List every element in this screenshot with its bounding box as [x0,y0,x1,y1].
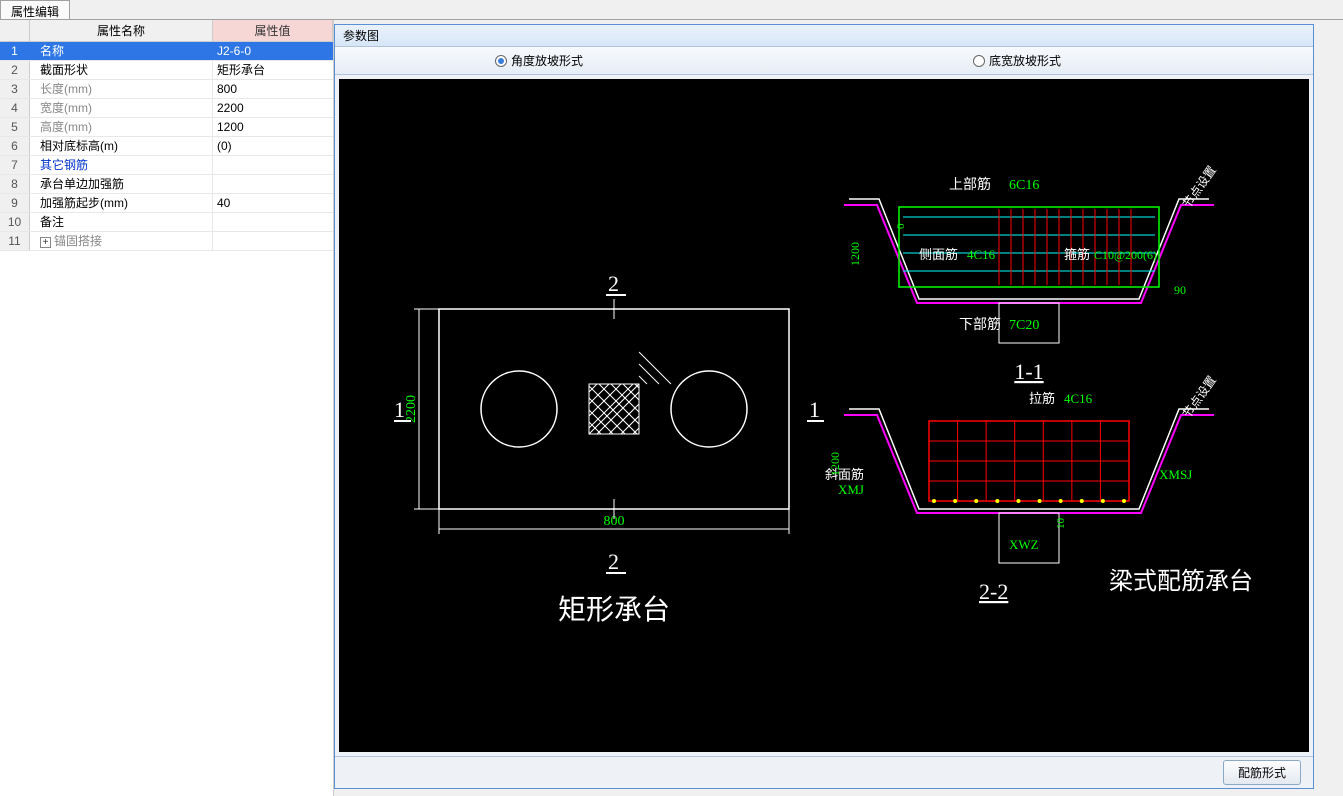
property-name: 长度(mm) [30,80,213,98]
property-rownum: 4 [0,99,30,117]
svg-text:XMSJ: XMSJ [1159,467,1192,482]
property-header-name: 属性名称 [30,20,213,41]
svg-text:0: 0 [895,223,907,229]
svg-text:2200: 2200 [404,395,419,423]
tab-property-edit[interactable]: 属性编辑 [0,0,70,19]
svg-text:4C16: 4C16 [967,247,996,262]
svg-text:4C16: 4C16 [1064,391,1093,406]
property-row[interactable]: 1名称J2-6-0 [0,42,333,61]
svg-text:下部筋: 下部筋 [959,316,1001,333]
rebar-form-button[interactable]: 配筋形式 [1223,760,1301,785]
property-rownum: 6 [0,137,30,155]
svg-text:矩形承台: 矩形承台 [558,594,670,626]
property-value[interactable] [213,175,333,193]
svg-text:箍筋: 箍筋 [1064,247,1090,262]
svg-text:C10@200(6): C10@200(6) [1094,248,1157,262]
svg-text:2: 2 [608,549,619,574]
property-header: 属性名称 属性值 [0,20,333,42]
property-rownum: 11 [0,232,30,250]
radio-angle-slope[interactable]: 角度放坡形式 [495,52,583,69]
property-rownum: 8 [0,175,30,193]
radio-label: 底宽放坡形式 [989,52,1061,69]
property-row[interactable]: 5高度(mm)1200 [0,118,333,137]
property-value[interactable]: 1200 [213,118,333,136]
svg-text:2-2: 2-2 [979,579,1008,604]
property-value[interactable] [213,232,333,250]
property-row[interactable]: 8承台单边加强筋 [0,175,333,194]
property-name: 名称 [30,42,213,60]
svg-text:1200: 1200 [828,452,842,476]
property-rownum: 5 [0,118,30,136]
radio-label: 角度放坡形式 [511,52,583,69]
property-name: +锚固搭接 [30,232,213,250]
property-row[interactable]: 11+锚固搭接 [0,232,333,251]
property-name: 截面形状 [30,61,213,79]
property-row[interactable]: 6相对底标高(m)(0) [0,137,333,156]
radio-bar: 角度放坡形式 底宽放坡形式 [335,47,1313,75]
property-row[interactable]: 2截面形状矩形承台 [0,61,333,80]
svg-text:1: 1 [394,397,405,422]
property-value[interactable]: 2200 [213,99,333,117]
svg-text:拉筋: 拉筋 [1029,391,1055,406]
property-value[interactable]: (0) [213,137,333,155]
property-rownum: 7 [0,156,30,174]
property-rownum: 1 [0,42,30,60]
svg-text:1200: 1200 [848,242,862,266]
svg-text:90: 90 [1174,283,1186,297]
property-name: 备注 [30,213,213,231]
diagram-canvas: 80022001122矩形承台上部筋6C16侧面筋4C16箍筋C10@200(6… [339,79,1309,752]
property-value[interactable]: J2-6-0 [213,42,333,60]
property-name: 承台单边加强筋 [30,175,213,193]
diagram-window: 参数图 角度放坡形式 底宽放坡形式 80022001122矩形承台上部筋6C16… [334,24,1314,789]
property-rownum: 9 [0,194,30,212]
property-value[interactable]: 800 [213,80,333,98]
property-value[interactable]: 矩形承台 [213,61,333,79]
expand-icon[interactable]: + [40,237,51,248]
property-row[interactable]: 4宽度(mm)2200 [0,99,333,118]
svg-text:上部筋: 上部筋 [949,176,991,193]
property-row[interactable]: 3长度(mm)800 [0,80,333,99]
property-value[interactable] [213,213,333,231]
radio-dot-icon [495,55,507,67]
property-value[interactable] [213,156,333,174]
radio-dot-icon [973,55,985,67]
svg-text:节点设置: 节点设置 [1180,373,1219,420]
property-row[interactable]: 10备注 [0,213,333,232]
property-name: 宽度(mm) [30,99,213,117]
svg-text:梁式配筋承台: 梁式配筋承台 [1109,568,1253,595]
property-panel: 属性名称 属性值 1名称J2-6-02截面形状矩形承台3长度(mm)8004宽度… [0,20,334,796]
property-row[interactable]: 9加强筋起步(mm)40 [0,194,333,213]
property-name: 高度(mm) [30,118,213,136]
diagram-title: 参数图 [335,25,1313,47]
svg-text:2: 2 [608,271,619,296]
property-value[interactable]: 40 [213,194,333,212]
svg-text:侧面筋: 侧面筋 [919,247,958,262]
property-name: 相对底标高(m) [30,137,213,155]
property-row[interactable]: 7其它钢筋 [0,156,333,175]
svg-text:XMJ: XMJ [838,482,864,497]
property-rownum: 2 [0,61,30,79]
svg-text:1: 1 [809,397,820,422]
property-rownum: 10 [0,213,30,231]
svg-text:1-1: 1-1 [1014,359,1043,384]
property-name: 加强筋起步(mm) [30,194,213,212]
svg-text:6C16: 6C16 [1009,178,1039,193]
property-header-value: 属性值 [213,20,333,41]
svg-text:XWZ: XWZ [1009,537,1039,552]
radio-width-slope[interactable]: 底宽放坡形式 [973,52,1061,69]
svg-text:7C20: 7C20 [1009,318,1039,333]
property-rownum: 3 [0,80,30,98]
property-name: 其它钢筋 [30,156,213,174]
svg-text:节点设置: 节点设置 [1180,163,1219,210]
svg-text:10: 10 [1055,518,1067,530]
tab-bar: 属性编辑 [0,0,1343,20]
